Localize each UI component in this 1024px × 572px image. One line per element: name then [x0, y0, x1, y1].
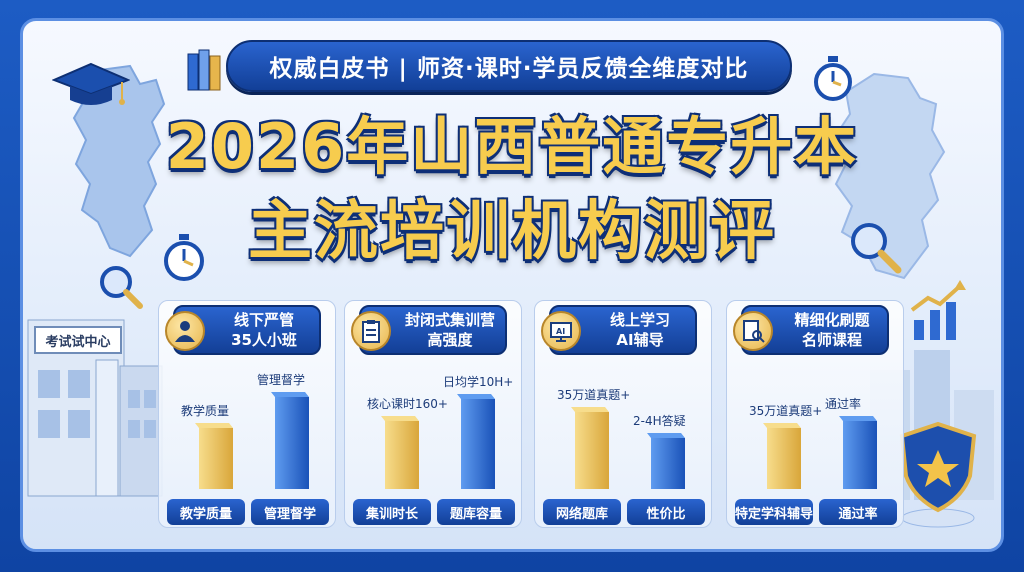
growth-chart-icon	[910, 280, 966, 340]
bar-chart-svg	[381, 394, 495, 489]
bar-data-label: 管理督学	[257, 373, 306, 387]
bar-chart: 35万道真题+ 通过率	[727, 361, 905, 489]
bar-top	[839, 416, 877, 421]
bar	[275, 397, 309, 489]
main-title-line2: 主流培训机构测评	[248, 195, 776, 269]
document-search-icon	[733, 311, 773, 351]
shanxi-map-left	[72, 64, 166, 258]
card-header: 封闭式集训营 高强度	[351, 305, 507, 355]
card-title: 精细化刷题	[794, 311, 870, 329]
bar	[651, 438, 685, 489]
bar-top	[381, 416, 419, 421]
bar-chart-svg	[763, 416, 877, 489]
comparison-card: AI 线上学习 AI辅导 35万道真题+ 2-4H答疑网络题库 性价比	[534, 300, 712, 528]
main-title-line1: 2026年山西普通专升本	[165, 110, 859, 183]
category-label: 管理督学	[251, 499, 329, 525]
bar-data-label: 35万道真题+	[749, 404, 823, 418]
card-header: AI 线上学习 AI辅导	[541, 305, 697, 355]
bar-chart: 35万道真题+ 2-4H答疑	[535, 361, 713, 489]
comparison-card: 精细化刷题 名师课程 35万道真题+ 通过率 特定学科辅导 通过率	[726, 300, 904, 528]
bar-chart-svg	[195, 392, 309, 489]
card-title: 线下严管	[233, 311, 294, 329]
bar-data-label: 教学质量	[181, 404, 230, 418]
category-label: 特定学科辅导	[735, 499, 813, 525]
category-label: 网络题库	[543, 499, 621, 525]
card-subtitle: 名师课程	[801, 331, 862, 349]
bar	[199, 428, 233, 489]
bar	[767, 428, 801, 489]
card-title: 线上学习	[609, 311, 670, 329]
bar	[575, 412, 609, 489]
shield-star-icon	[899, 421, 977, 528]
card-subtitle: 35人小班	[231, 331, 297, 349]
card-header: 线下严管 35人小班	[165, 305, 321, 355]
exam-center-sign: 考试试中心	[34, 326, 122, 354]
bar-data-label: 通过率	[825, 397, 862, 411]
bar	[843, 421, 877, 489]
magnifier-icon-left	[100, 266, 143, 309]
comparison-card: 封闭式集训营 高强度核心课时160+ 日均学10H+ 集训时长 题库容量	[344, 300, 522, 528]
stopwatch-icon-left	[164, 234, 204, 281]
bar-chart-svg	[571, 407, 685, 489]
bar-top	[195, 423, 233, 428]
ai-monitor-icon: AI	[541, 311, 581, 351]
svg-text:AI: AI	[556, 327, 565, 336]
subtitle-banner: 权威白皮书 | 师资·课时·学员反馈全维度对比	[226, 40, 792, 92]
bar-top	[571, 407, 609, 412]
category-label: 性价比	[627, 499, 705, 525]
card-header: 精细化刷题 名师课程	[733, 305, 889, 355]
teacher-students-icon	[165, 311, 205, 351]
comparison-card: 线下严管 35人小班 教学质量 管理督学 教学质量 管理督学	[158, 300, 336, 528]
category-label: 通过率	[819, 499, 897, 525]
bar-data-label: 2-4H答疑	[633, 414, 686, 428]
bar	[461, 399, 495, 489]
stopwatch-icon	[814, 56, 852, 101]
bar-data-label: 核心课时160+	[367, 397, 448, 411]
bar-top	[457, 394, 495, 399]
clipboard-icon	[351, 311, 391, 351]
bar-top	[271, 392, 309, 397]
magnifier-icon-right	[851, 223, 902, 274]
bar-top	[763, 423, 801, 428]
card-title: 封闭式集训营	[404, 311, 495, 329]
category-label: 集训时长	[353, 499, 431, 525]
graduation-cap-icon	[52, 62, 130, 105]
bar	[385, 421, 419, 489]
books-icon	[187, 49, 221, 91]
bar-data-label: 35万道真题+	[557, 388, 631, 402]
bar-data-label: 日均学10H+	[443, 375, 514, 389]
bar-top	[647, 433, 685, 438]
bar-chart: 教学质量 管理督学	[159, 361, 337, 489]
bar-chart: 核心课时160+ 日均学10H+	[345, 361, 523, 489]
category-label: 教学质量	[167, 499, 245, 525]
card-subtitle: AI辅导	[616, 331, 664, 349]
card-subtitle: 高强度	[427, 331, 473, 349]
category-label: 题库容量	[437, 499, 515, 525]
